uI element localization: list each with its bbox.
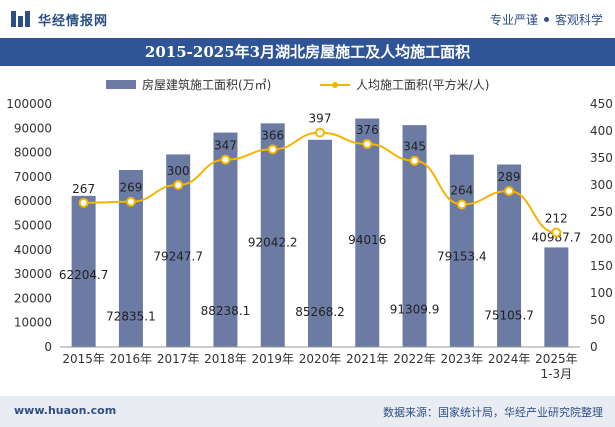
brand-logo-icon (11, 11, 30, 27)
line-value-label: 269 (119, 181, 142, 195)
data-source: 数据来源：国家统计局，华经产业研究院整理 (383, 406, 603, 419)
legend-label-area: 房屋建筑施工面积(万㎡) (142, 78, 272, 92)
line-point (78, 197, 89, 208)
y-left-tick-label: 70000 (14, 170, 52, 184)
tagline-left: 专业严谨 (489, 13, 538, 27)
brand-logo[interactable]: 华经情报网 (10, 9, 108, 29)
y-left-tick-label: 20000 (14, 291, 52, 305)
top-bar: 华经情报网 专业严谨 客观科学 (0, 0, 615, 38)
y-right-tick-label: 400 (590, 124, 613, 138)
x-tick-label: 2023年 (441, 352, 484, 366)
line-value-label: 366 (261, 128, 284, 142)
bar (355, 118, 380, 347)
y-right-tick-label: 250 (590, 205, 613, 219)
x-tick-label: 2020年 (299, 352, 342, 366)
y-left-tick-label: 50000 (14, 219, 52, 233)
y-left-tick-label: 80000 (14, 146, 52, 160)
x-tick-label: 2019年 (251, 352, 294, 366)
bar-value-label: 75105.7 (484, 309, 534, 323)
bar (213, 132, 238, 347)
bar (308, 139, 332, 347)
y-right-tick-label: 200 (590, 232, 613, 246)
line-point (456, 199, 467, 210)
legend-item-per-capita: 人均施工面积(平方米/人) (320, 76, 489, 93)
bar (544, 247, 569, 347)
line-point (409, 155, 420, 166)
legend-line-swatch (320, 81, 350, 88)
x-tick-label: 2018年 (204, 352, 247, 366)
line-point (125, 196, 136, 207)
bar-value-label: 72835.1 (106, 309, 156, 323)
line-value-label: 267 (72, 182, 95, 196)
line-value-label: 300 (167, 164, 190, 178)
line-value-label: 345 (403, 140, 426, 154)
bar-value-label: 91309.9 (390, 303, 440, 317)
line-point (362, 138, 373, 149)
y-left-tick-label: 30000 (14, 267, 52, 281)
bar-value-label: 62204.7 (59, 268, 109, 282)
bar-value-label: 94016 (348, 233, 386, 247)
brand-name: 华经情报网 (38, 13, 109, 29)
combo-chart: 0 10000 20000 30000 40000 50000 60000 70000 8000… (6, 97, 613, 381)
site-link[interactable]: www.huaon.com (14, 404, 117, 417)
y-right-tick-label: 300 (590, 178, 613, 192)
legend-item-area: 房屋建筑施工面积(万㎡) (106, 76, 271, 93)
y-right-tick-label: 350 (590, 151, 613, 165)
line-point (315, 127, 325, 138)
line-value-label: 397 (309, 112, 332, 126)
bar-value-label: 79247.7 (153, 249, 203, 263)
x-tick-label: 2024年 (488, 352, 531, 366)
legend-label-per-capita: 人均施工面积(平方米/人) (356, 78, 490, 92)
y-right-tick-label: 100 (590, 286, 613, 300)
line-point (504, 185, 515, 196)
tagline: 专业严谨 客观科学 (490, 11, 603, 28)
x-tick-label: 2017年 (157, 352, 200, 366)
y-left-tick-label: 90000 (14, 121, 52, 135)
x-tick-label: 2021年 (346, 352, 389, 366)
dot-separator-icon (543, 17, 549, 22)
chart-legend: 房屋建筑施工面积(万㎡) 人均施工面积(平方米/人) (0, 72, 615, 94)
y-right-tick-label: 50 (590, 313, 605, 327)
y-right-tick-label: 150 (590, 259, 613, 273)
x-tick-label: 2022年 (393, 352, 436, 366)
line-value-label: 376 (356, 123, 379, 137)
x-tick-label: 2025年 (535, 352, 578, 366)
bar (71, 195, 96, 347)
y-left-tick-label: 60000 (14, 194, 52, 208)
footer-bar: www.huaon.com 数据来源：国家统计局，华经产业研究院整理 (0, 396, 615, 427)
y-left-tick-label: 10000 (14, 316, 52, 330)
line-point (267, 144, 278, 155)
line-point (551, 227, 562, 238)
x-tick-label: 2015年 (62, 352, 105, 366)
bar-value-label: 88238.1 (201, 304, 251, 318)
line-point (173, 180, 184, 190)
line-value-label: 212 (545, 212, 568, 226)
line-value-label: 264 (450, 183, 473, 197)
y-left-tick-label: 100000 (6, 97, 52, 111)
y-right-tick-label: 450 (590, 97, 613, 111)
bar (260, 123, 285, 347)
line-point (220, 154, 231, 165)
bar-value-label: 79153.4 (437, 249, 487, 263)
legend-bar-swatch (106, 80, 136, 89)
bar-value-label: 85268.2 (295, 305, 345, 319)
y-left-tick-label: 40000 (14, 243, 52, 257)
tagline-right: 客观科学 (554, 13, 603, 27)
y-left-tick-label: 0 (44, 340, 52, 354)
x-tick-label: 1-3月 (541, 367, 573, 381)
x-tick-label: 2016年 (110, 352, 153, 366)
line-value-label: 347 (214, 139, 237, 153)
line-value-label: 289 (498, 170, 521, 184)
title-bar: 2015-2025年3月湖北房屋施工及人均施工面积 (0, 38, 615, 66)
chart-title: 2015-2025年3月湖北房屋施工及人均施工面积 (144, 43, 471, 61)
y-right-tick-label: 0 (590, 340, 598, 354)
bar-value-label: 92042.2 (248, 235, 298, 249)
bar (449, 154, 474, 347)
